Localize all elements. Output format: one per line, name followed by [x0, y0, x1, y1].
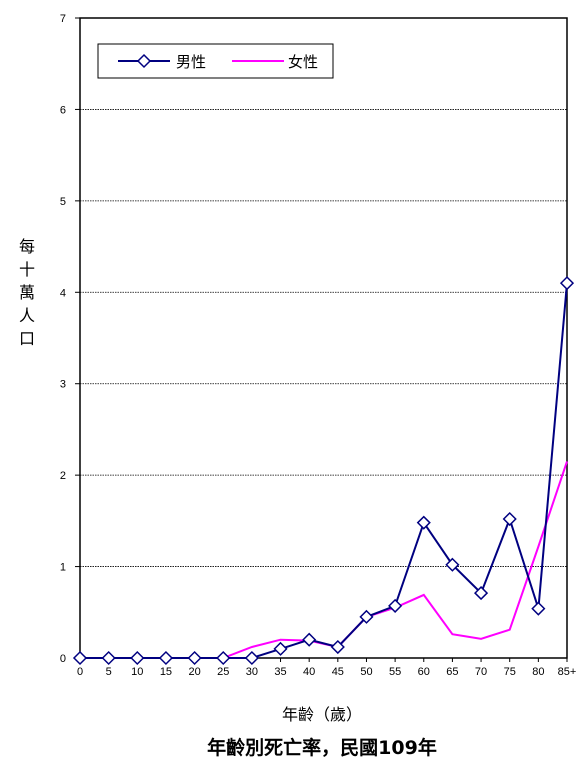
data-point: [559, 276, 575, 291]
series-male: [72, 276, 575, 666]
x-tick-label: 20: [188, 666, 200, 678]
x-tick-label: 25: [217, 666, 229, 678]
x-tick-label: 80: [532, 666, 544, 678]
y-axis-label-char: 口: [19, 329, 35, 348]
data-point: [158, 650, 174, 666]
data-point: [273, 641, 288, 656]
x-tick-label: 5: [106, 666, 112, 678]
x-tick-label: 45: [332, 666, 344, 678]
x-tick-label: 0: [77, 666, 83, 678]
y-axis-label-char: 每: [19, 237, 35, 256]
data-point: [187, 650, 202, 666]
data-point: [130, 650, 145, 666]
legend-label-female: 女性: [288, 53, 318, 71]
y-tick-label: 1: [60, 562, 66, 574]
data-point: [72, 650, 88, 666]
data-point: [531, 601, 546, 616]
data-point: [473, 586, 489, 601]
x-tick-label: 10: [131, 666, 143, 678]
data-point: [388, 598, 403, 613]
data-point: [330, 639, 345, 655]
y-tick-label: 2: [60, 470, 66, 482]
series-line: [80, 283, 568, 659]
chart-title: 年齡別死亡率，民國109年: [207, 736, 437, 759]
data-point: [216, 650, 231, 666]
y-tick-label: 3: [60, 379, 66, 391]
y-tick-label: 6: [60, 104, 66, 116]
y-axis-label-char: 十: [19, 260, 35, 279]
x-tick-label: 75: [504, 666, 516, 678]
data-point: [445, 557, 460, 572]
x-tick-label: 85+: [558, 666, 576, 678]
y-axis: 0 1 2 3 4 5 6 7: [60, 13, 80, 665]
legend-marker-male: [136, 53, 152, 69]
legend: 男性 女性: [97, 43, 334, 79]
y-tick-label: 7: [60, 13, 66, 25]
x-tick-label: 70: [475, 666, 487, 678]
x-tick-label: 30: [246, 666, 258, 678]
data-point: [359, 609, 374, 624]
x-tick-label: 35: [274, 666, 286, 678]
x-tick-label: 15: [160, 666, 172, 678]
x-tick-label: 40: [303, 666, 315, 678]
y-tick-label: 5: [60, 196, 66, 208]
data-point: [244, 650, 259, 666]
series-group: [72, 276, 575, 666]
x-tick-label: 65: [446, 666, 458, 678]
gridlines: [80, 109, 567, 567]
x-tick-label: 55: [389, 666, 401, 678]
x-tick-label: 60: [418, 666, 430, 678]
x-axis-label: 年齡（歲）: [282, 705, 362, 724]
x-tick-label: 50: [360, 666, 372, 678]
y-axis-label-char: 萬: [19, 283, 35, 302]
legend-label-male: 男性: [176, 53, 206, 71]
y-tick-label: 0: [60, 653, 66, 665]
plot-area-frame: [79, 17, 568, 659]
data-point: [502, 511, 517, 527]
data-point: [101, 650, 116, 666]
y-axis-label-char: 人: [19, 306, 35, 325]
y-tick-label: 4: [60, 287, 66, 299]
data-point: [302, 632, 317, 647]
x-axis: 0 5 10 15 20 25 30 35 40 45 50 55 60 65 70 75 80 85+: [77, 658, 576, 678]
data-point: [416, 515, 431, 530]
